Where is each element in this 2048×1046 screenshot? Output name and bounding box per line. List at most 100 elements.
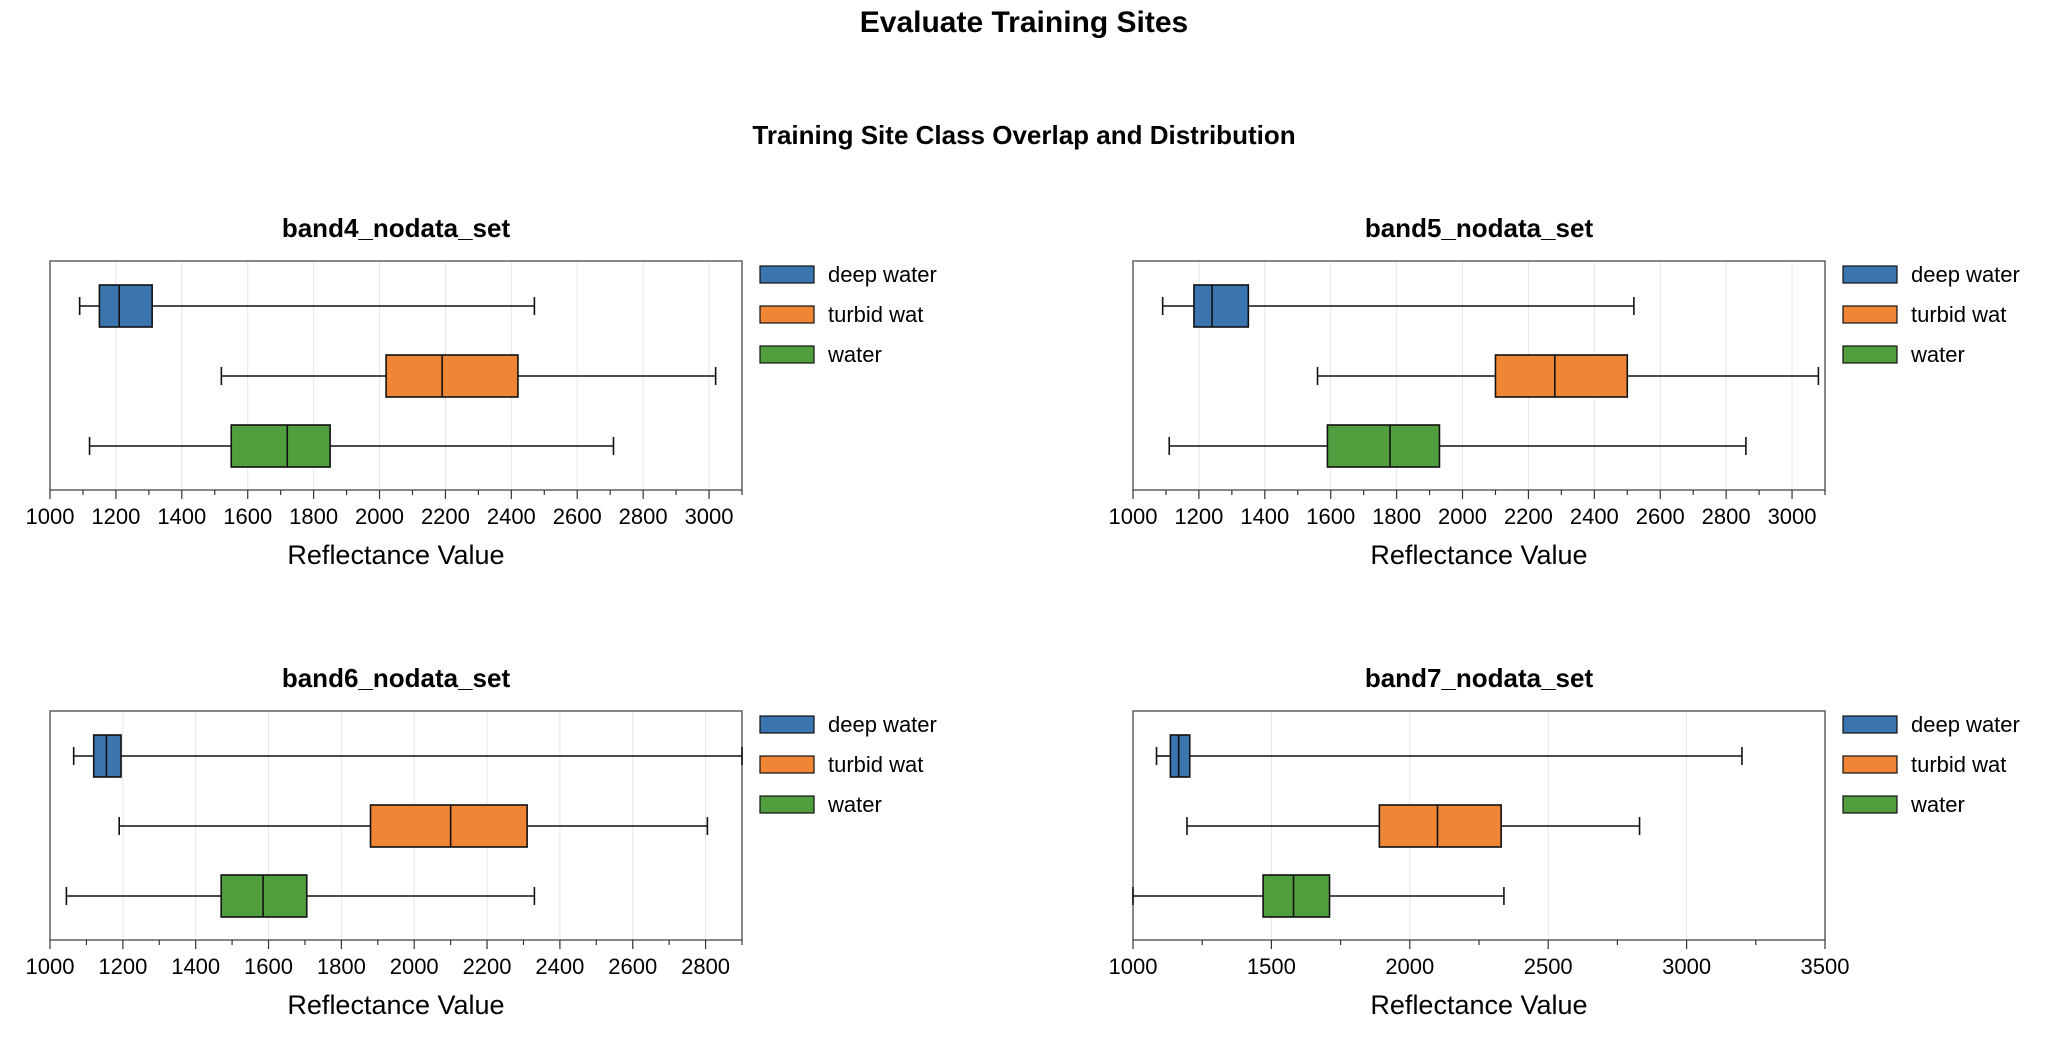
tick-label: 1000 <box>1109 954 1158 979</box>
legend-entry-deep-water: deep water <box>1842 712 2020 737</box>
x-axis-label: Reflectance Value <box>1370 990 1587 1020</box>
iqr-box <box>92 734 122 778</box>
iqr-box <box>1169 734 1191 778</box>
tick-label: 1400 <box>157 504 206 529</box>
chart-panel-3: band6_nodata_set 1000 1200 1400 1600 1800 2000… <box>26 663 937 1020</box>
legend-swatch <box>1842 755 1898 774</box>
legend-entry-turbid-wat: turbid wat <box>759 302 923 327</box>
legend-label: water <box>1910 792 1965 817</box>
legend-label: turbid wat <box>1911 752 2006 777</box>
tick-label: 1000 <box>1109 504 1158 529</box>
tick-label: 2400 <box>535 954 584 979</box>
box-deep-water <box>1161 284 1635 328</box>
box-turbid-wat <box>1316 354 1820 398</box>
box-water <box>1168 424 1747 468</box>
tick-label: 1200 <box>1174 504 1223 529</box>
tick-label: 2000 <box>1438 504 1487 529</box>
legend-swatch <box>1842 795 1898 814</box>
tick-label: 2800 <box>1702 504 1751 529</box>
iqr-box <box>1326 424 1441 468</box>
legend-entry-water: water <box>1842 792 1965 817</box>
legend-label: turbid wat <box>828 302 923 327</box>
box-deep-water <box>78 284 536 328</box>
legend-swatch <box>759 715 815 734</box>
tick-label: 1000 <box>26 954 75 979</box>
tick-label: 3000 <box>1768 504 1817 529</box>
x-axis-label: Reflectance Value <box>1370 540 1587 570</box>
tick-label: 2200 <box>421 504 470 529</box>
legend-label: deep water <box>1911 712 2020 737</box>
iqr-box <box>1378 804 1502 848</box>
legend-entry-deep-water: deep water <box>759 262 937 287</box>
legend-entry-turbid-wat: turbid wat <box>759 752 923 777</box>
tick-label: 3000 <box>1662 954 1711 979</box>
page-subtitle: Training Site Class Overlap and Distribu… <box>752 120 1296 150</box>
legend-swatch <box>759 305 815 324</box>
tick-label: 3500 <box>1801 954 1850 979</box>
box-turbid-wat <box>118 804 709 848</box>
tick-label: 2800 <box>681 954 730 979</box>
iqr-box <box>220 874 308 918</box>
legend-swatch <box>759 265 815 284</box>
x-axis-label: Reflectance Value <box>287 540 504 570</box>
legend-label: water <box>827 792 882 817</box>
tick-label: 2000 <box>390 954 439 979</box>
plot-frame <box>1132 260 1826 491</box>
box-water <box>1132 874 1505 918</box>
legend-label: deep water <box>828 712 937 737</box>
plot-frame <box>49 260 743 491</box>
tick-label: 1800 <box>317 954 366 979</box>
legend-swatch <box>1842 715 1898 734</box>
tick-label: 2600 <box>608 954 657 979</box>
iqr-box <box>230 424 331 468</box>
tick-label: 2600 <box>1636 504 1685 529</box>
chart-panel-4: band7_nodata_set 1000 1500 2000 2500 3000 3500… <box>1109 663 2020 1020</box>
iqr-box <box>1262 874 1331 918</box>
legend-label: water <box>1910 342 1965 367</box>
tick-label: 2000 <box>355 504 404 529</box>
legend-label: deep water <box>828 262 937 287</box>
chart-panel-1: band4_nodata_set 1000 1200 1400 1600 1800 2000… <box>26 213 937 570</box>
box-turbid-wat <box>1186 804 1641 848</box>
tick-label: 1200 <box>91 504 140 529</box>
panel-title: band6_nodata_set <box>282 663 511 693</box>
tick-label: 1400 <box>1240 504 1289 529</box>
iqr-box <box>385 354 519 398</box>
legend-entry-water: water <box>759 792 882 817</box>
tick-label: 2500 <box>1524 954 1573 979</box>
iqr-box <box>369 804 528 848</box>
tick-label: 1600 <box>223 504 272 529</box>
box-deep-water <box>72 734 743 778</box>
tick-label: 1600 <box>1306 504 1355 529</box>
box-water <box>88 424 615 468</box>
tick-label: 2800 <box>619 504 668 529</box>
box-water <box>65 874 536 918</box>
plot-frame <box>49 710 743 941</box>
legend-swatch <box>759 755 815 774</box>
chart-panel-2: band5_nodata_set 1000 1200 1400 1600 1800 2000… <box>1109 213 2020 570</box>
legend-entry-deep-water: deep water <box>1842 262 2020 287</box>
tick-label: 2000 <box>1385 954 1434 979</box>
tick-label: 2600 <box>553 504 602 529</box>
legend-entry-turbid-wat: turbid wat <box>1842 302 2006 327</box>
legend-entry-turbid-wat: turbid wat <box>1842 752 2006 777</box>
legend-swatch <box>759 345 815 364</box>
legend-swatch <box>1842 305 1898 324</box>
box-deep-water <box>1155 734 1743 778</box>
tick-label: 2400 <box>1570 504 1619 529</box>
panel-title: band5_nodata_set <box>1365 213 1594 243</box>
legend-label: water <box>827 342 882 367</box>
x-axis-label: Reflectance Value <box>287 990 504 1020</box>
tick-label: 1800 <box>1372 504 1421 529</box>
tick-label: 1500 <box>1247 954 1296 979</box>
tick-label: 2200 <box>463 954 512 979</box>
tick-label: 1400 <box>171 954 220 979</box>
tick-label: 1800 <box>289 504 338 529</box>
tick-label: 2200 <box>1504 504 1553 529</box>
panel-title: band7_nodata_set <box>1365 663 1594 693</box>
legend-label: turbid wat <box>1911 302 2006 327</box>
tick-label: 1600 <box>244 954 293 979</box>
legend-swatch <box>759 795 815 814</box>
legend-entry-water: water <box>1842 342 1965 367</box>
